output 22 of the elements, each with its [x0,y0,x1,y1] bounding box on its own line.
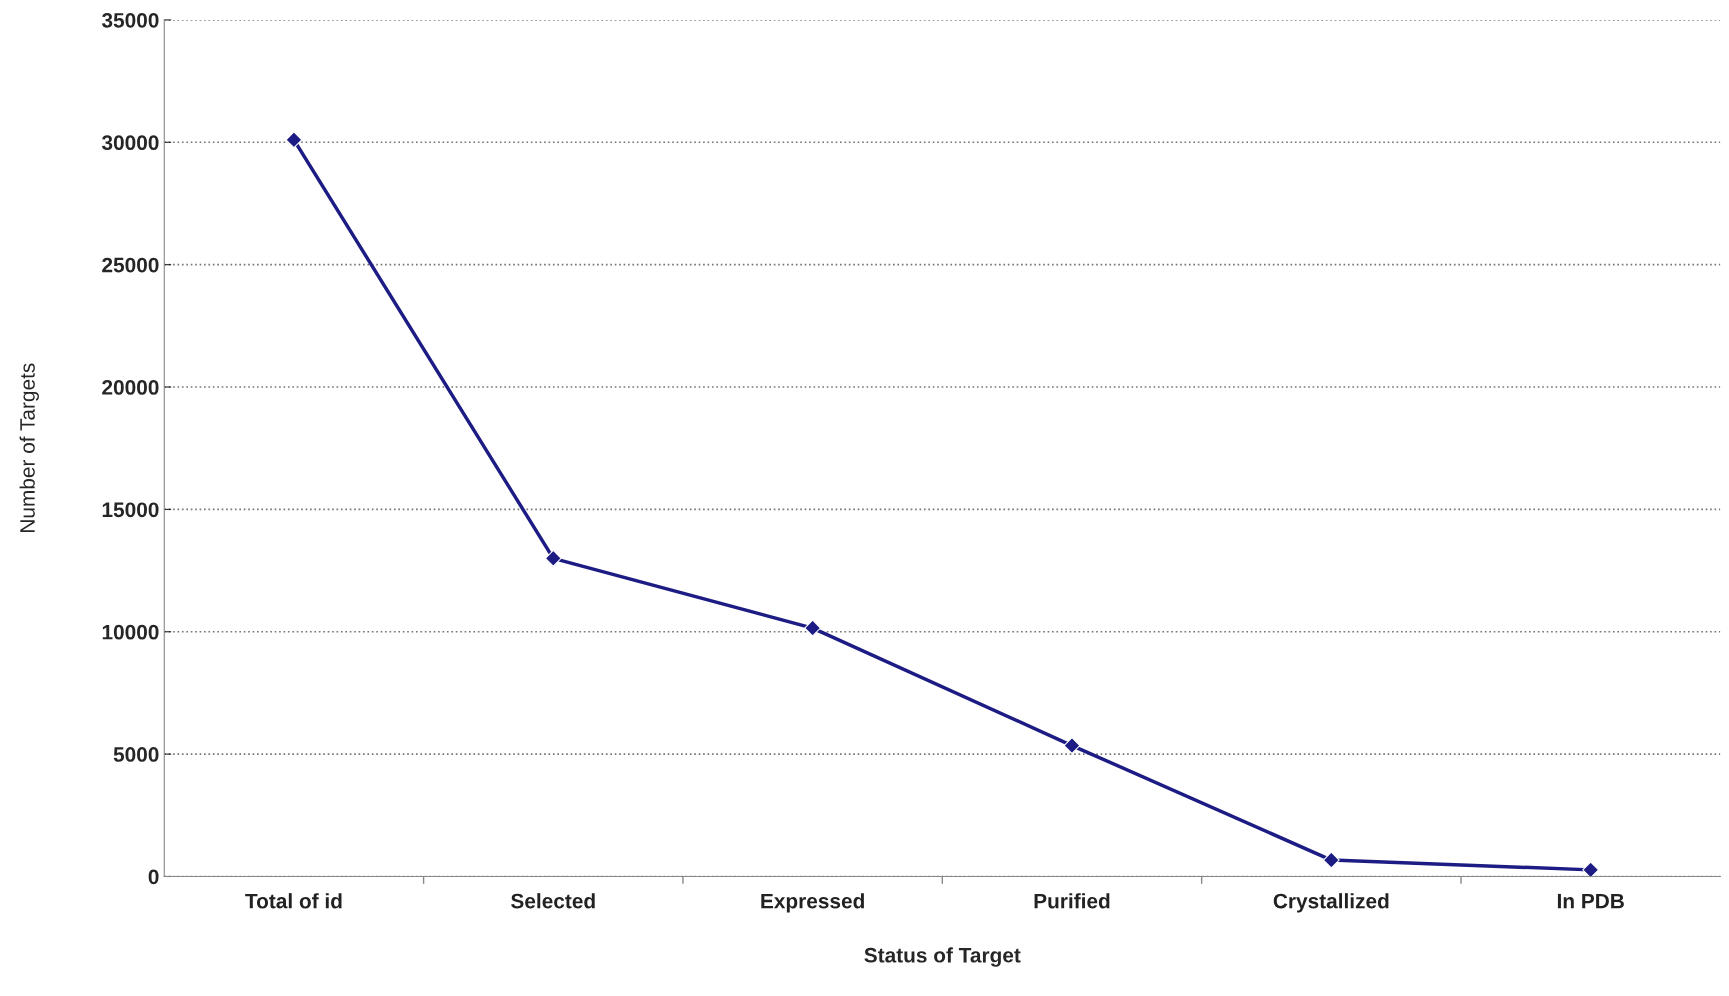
y-tick-label: 30000 [101,135,159,151]
x-tick-label: Purified [1034,893,1110,909]
y-tick-label: 15000 [102,502,159,518]
y-tick-label: 35000 [101,12,159,28]
point [1063,737,1081,754]
x-tick-label: Expressed [761,893,864,913]
x-tick-label: Total of id [245,893,342,909]
y-tick-label: 5000 [113,747,159,762]
y-axis-title: Number of Targets [19,363,39,532]
x-tick-label: Selected [511,893,595,909]
y-tick-label: 20000 [102,380,159,395]
point [544,549,562,567]
point [285,131,303,149]
x-axis-title: Status of Target [864,947,1021,967]
y-tick-label: 25000 [102,257,159,273]
point [1322,851,1340,869]
point [804,619,822,637]
y-tick-label: 10000 [102,624,159,640]
point [1582,861,1600,877]
y-tick-label: 0 [148,869,159,885]
x-tick-label: In PDB [1557,893,1624,909]
x-tick-label: Crystallized [1273,893,1389,913]
